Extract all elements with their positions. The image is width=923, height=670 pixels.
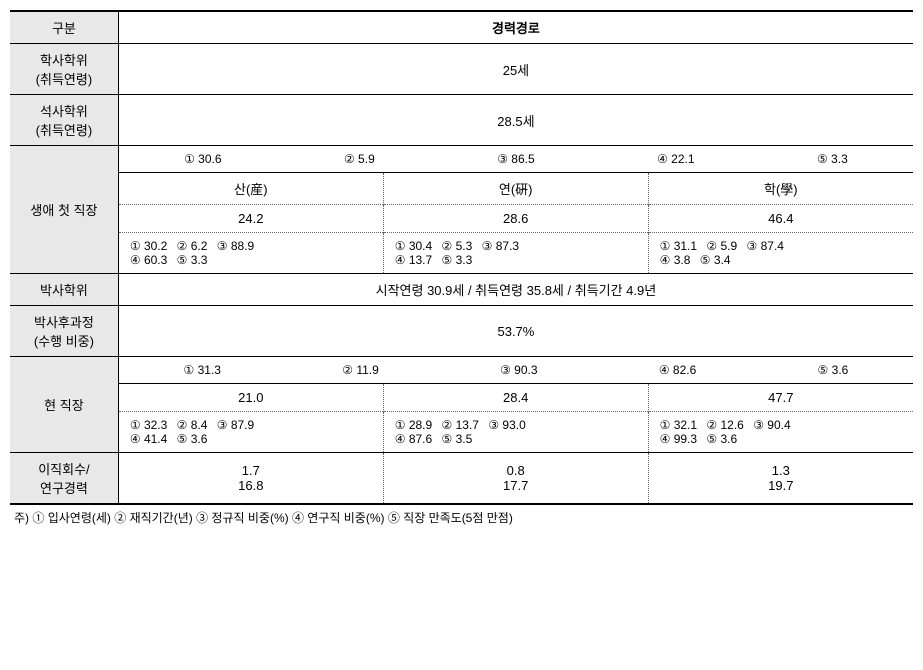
career-path-table: 구분 경력경로 학사학위 (취득연령) 25세 석사학위 (취득연령) 28.5… [10, 10, 913, 505]
firstjob-research-pct: 28.6 [383, 205, 648, 233]
footnote: 주) ① 입사연령(세) ② 재직기간(년) ③ 정규직 비중(%) ④ 연구직… [10, 509, 913, 526]
master-label-1: 석사학위 [40, 104, 88, 119]
postdoc-value: 53.7% [118, 306, 913, 357]
turnover-industry: 1.7 16.8 [118, 453, 383, 505]
bachelor-label-1: 학사학위 [40, 53, 88, 68]
row-master-label: 석사학위 (취득연령) [10, 95, 118, 146]
firstjob-academic-pct: 46.4 [648, 205, 913, 233]
firstjob-research-stats: ① 30.4 ② 5.3 ③ 87.3 ④ 13.7 ⑤ 3.3 [383, 233, 648, 274]
sector-research-name: 연(硏) [383, 173, 648, 205]
turnover-research: 0.8 17.7 [383, 453, 648, 505]
sector-academic-name: 학(學) [648, 173, 913, 205]
sector-industry-name: 산(産) [118, 173, 383, 205]
master-value: 28.5세 [118, 95, 913, 146]
currentjob-academic-pct: 47.7 [648, 384, 913, 412]
firstjob-industry-pct: 24.2 [118, 205, 383, 233]
turnover-academic: 1.3 19.7 [648, 453, 913, 505]
row-currentjob-label: 현 직장 [10, 357, 118, 453]
row-bachelor-label: 학사학위 (취득연령) [10, 44, 118, 95]
row-turnover-label: 이직회수/ 연구경력 [10, 453, 118, 505]
phd-value: 시작연령 30.9세 / 취득연령 35.8세 / 취득기간 4.9년 [118, 274, 913, 306]
stat-1: ① 30.6 [184, 152, 221, 166]
stat-3: ③ 86.5 [497, 152, 534, 166]
row-firstjob-label: 생애 첫 직장 [10, 146, 118, 274]
header-category: 구분 [10, 11, 118, 44]
currentjob-research-stats: ① 28.9 ② 13.7 ③ 93.0 ④ 87.6 ⑤ 3.5 [383, 412, 648, 453]
currentjob-industry-stats: ① 32.3 ② 8.4 ③ 87.9 ④ 41.4 ⑤ 3.6 [118, 412, 383, 453]
header-career-path: 경력경로 [118, 11, 913, 44]
stat-2: ② 5.9 [344, 152, 375, 166]
currentjob-research-pct: 28.4 [383, 384, 648, 412]
stat-5: ⑤ 3.3 [817, 152, 848, 166]
currentjob-overall-stats: ① 31.3 ② 11.9 ③ 90.3 ④ 82.6 ⑤ 3.6 [118, 357, 913, 384]
bachelor-label-2: (취득연령) [36, 72, 93, 87]
row-phd-label: 박사학위 [10, 274, 118, 306]
firstjob-overall-stats: ① 30.6 ② 5.9 ③ 86.5 ④ 22.1 ⑤ 3.3 [118, 146, 913, 173]
firstjob-industry-stats: ① 30.2 ② 6.2 ③ 88.9 ④ 60.3 ⑤ 3.3 [118, 233, 383, 274]
currentjob-industry-pct: 21.0 [118, 384, 383, 412]
master-label-2: (취득연령) [36, 123, 93, 138]
stat-4: ④ 22.1 [657, 152, 694, 166]
currentjob-academic-stats: ① 32.1 ② 12.6 ③ 90.4 ④ 99.3 ⑤ 3.6 [648, 412, 913, 453]
bachelor-value: 25세 [118, 44, 913, 95]
row-postdoc-label: 박사후과정 (수행 비중) [10, 306, 118, 357]
firstjob-academic-stats: ① 31.1 ② 5.9 ③ 87.4 ④ 3.8 ⑤ 3.4 [648, 233, 913, 274]
